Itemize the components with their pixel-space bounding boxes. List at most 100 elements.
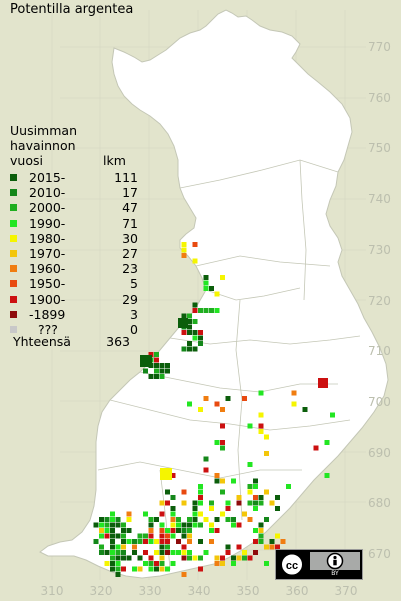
observation-square: [93, 522, 99, 528]
observation-square: [143, 511, 148, 517]
observation-square: [110, 522, 115, 528]
legend-row: 1950- 5: [10, 277, 140, 291]
observation-square: [110, 517, 115, 522]
legend-label: 1960-: [29, 261, 66, 277]
observation-square: [253, 495, 258, 500]
legend-swatch: [10, 295, 17, 303]
observation-square: [181, 253, 187, 258]
observation-square: [192, 346, 198, 352]
legend-col-year: vuosi: [10, 153, 43, 168]
y-tick-label: 740: [368, 192, 391, 207]
observation-square: [110, 550, 115, 555]
legend-label: 1900-: [29, 291, 66, 307]
legend-count: 29: [122, 291, 138, 307]
observation-square: [160, 468, 172, 480]
observation-square: [187, 533, 192, 539]
observation-square: [198, 555, 203, 561]
legend-swatch: [10, 310, 17, 318]
legend-label: 2015-: [29, 170, 66, 185]
observation-square: [181, 489, 187, 495]
observation-square: [170, 506, 176, 511]
observation-square: [126, 528, 132, 533]
observation-square: [159, 566, 165, 572]
observation-square: [181, 555, 187, 561]
legend-count: 71: [122, 215, 138, 231]
observation-square: [236, 500, 242, 506]
observation-square: [165, 539, 170, 544]
observation-square: [159, 511, 165, 517]
observation-square: [121, 544, 126, 550]
observation-square: [165, 368, 170, 374]
observation-square: [170, 561, 176, 566]
observation-square: [220, 423, 225, 429]
legend-count: 111: [114, 170, 138, 185]
observation-square: [225, 396, 231, 401]
y-tick-label: 750: [368, 141, 391, 156]
observation-square: [104, 528, 110, 533]
observation-square: [148, 374, 154, 379]
y-tick-label: 690: [368, 445, 391, 460]
observation-square: [192, 308, 198, 313]
observation-square: [110, 533, 115, 539]
legend-row: ??? 0: [10, 323, 140, 337]
observation-square: [275, 506, 280, 511]
observation-square: [104, 561, 110, 566]
observation-square: [187, 528, 192, 533]
observation-square: [214, 291, 220, 297]
legend-label: 2010-: [29, 185, 66, 201]
observation-square: [192, 330, 198, 335]
legend-row: 1900- 29: [10, 291, 140, 307]
observation-square: [198, 335, 203, 341]
observation-square: [99, 517, 104, 522]
observation-square: [214, 308, 220, 313]
observation-square: [115, 555, 121, 561]
observation-square: [132, 539, 137, 544]
observation-square: [154, 363, 159, 368]
observation-square: [137, 539, 143, 544]
observation-square: [247, 484, 253, 489]
observation-square: [181, 346, 187, 352]
observation-square: [181, 330, 187, 335]
observation-square: [214, 555, 220, 561]
legend-count: 5: [130, 276, 138, 292]
observation-square: [121, 533, 126, 539]
observation-square: [203, 467, 209, 473]
observation-square: [231, 517, 236, 522]
observation-square: [258, 495, 264, 500]
observation-square: [126, 539, 132, 544]
observation-square: [121, 550, 126, 555]
observation-square: [220, 445, 225, 451]
legend-count: 17: [122, 185, 138, 201]
observation-square: [181, 544, 187, 550]
observation-square: [181, 572, 187, 577]
observation-square: [209, 506, 214, 511]
observation-square: [220, 407, 225, 412]
observation-square: [159, 555, 165, 561]
observation-square: [269, 544, 275, 550]
observation-square: [159, 544, 165, 550]
observation-square: [148, 561, 154, 566]
observation-square: [209, 286, 214, 291]
observation-square: [176, 522, 181, 528]
legend-swatch: [10, 174, 17, 181]
legend-count: 30: [122, 230, 138, 246]
observation-square: [159, 368, 165, 374]
observation-square: [247, 517, 253, 522]
observation-square: [115, 522, 121, 528]
observation-square: [214, 528, 220, 533]
cc-license-badge[interactable]: cc BY: [275, 549, 363, 580]
observation-square: [181, 528, 187, 533]
observation-square: [192, 500, 198, 506]
observation-square: [104, 522, 110, 528]
observation-square: [253, 539, 258, 544]
observation-square: [132, 544, 137, 550]
observation-square: [187, 517, 192, 522]
cc-icon: cc: [280, 552, 304, 577]
observation-square: [115, 566, 121, 572]
observation-square: [187, 522, 192, 528]
observation-square: [165, 489, 170, 495]
observation-square: [159, 363, 165, 368]
observation-square: [198, 495, 203, 500]
